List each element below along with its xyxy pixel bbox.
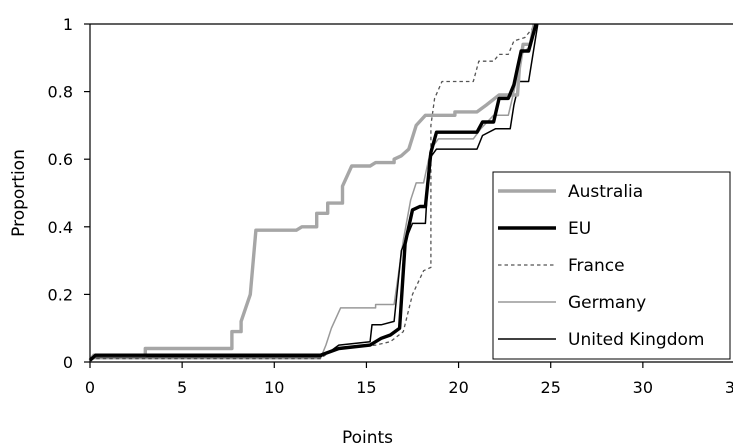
x-tick-label: 20 (448, 378, 468, 397)
x-tick-label: 5 (177, 378, 187, 397)
axes-layer: 0 5 10 15 20 25 30 35 0 0.2 0.4 0.6 0.8 1 (48, 15, 733, 397)
series-line-france (89, 23, 537, 361)
x-tick-label: 15 (356, 378, 376, 397)
legend-label: Germany (568, 293, 646, 313)
legend-label: United Kingdom (568, 330, 704, 350)
series-line-eu (88, 23, 538, 362)
x-tick-label: 35 (725, 378, 733, 397)
y-tick-label: 0.8 (48, 83, 73, 102)
x-tick-label: 10 (264, 378, 284, 397)
legend: Australia EU France Germany United Kingdom (492, 171, 731, 360)
series-layer (88, 23, 539, 362)
series-line-united-kingdom (89, 23, 539, 361)
y-tick-label: 0.2 (48, 285, 73, 304)
y-tick-label: 0 (63, 353, 73, 372)
x-tick-label: 25 (541, 378, 561, 397)
y-axis-title: Proportion (9, 149, 29, 237)
y-tick-label: 0.6 (48, 150, 73, 169)
series-line-australia (88, 23, 536, 362)
y-tick-label: 1 (63, 15, 73, 34)
x-axis-title: Points (342, 428, 393, 446)
legend-label: France (568, 256, 625, 276)
legend-label: Australia (568, 182, 643, 202)
y-tick-label: 0.4 (48, 218, 73, 237)
x-tick-label: 30 (633, 378, 653, 397)
x-tick-label: 0 (85, 378, 95, 397)
series-line-germany (89, 23, 537, 361)
legend-label: EU (568, 219, 591, 239)
